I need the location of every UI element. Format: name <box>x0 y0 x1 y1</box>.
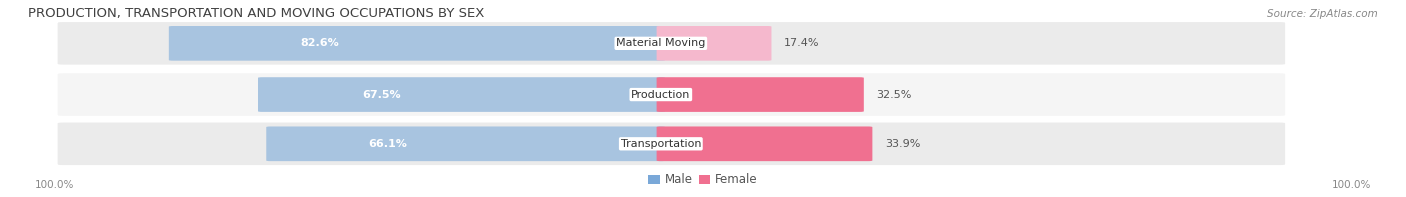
Text: Production: Production <box>631 90 690 99</box>
Text: PRODUCTION, TRANSPORTATION AND MOVING OCCUPATIONS BY SEX: PRODUCTION, TRANSPORTATION AND MOVING OC… <box>28 7 485 20</box>
Text: 100.0%: 100.0% <box>35 180 75 190</box>
Text: Material Moving: Material Moving <box>616 38 706 48</box>
FancyBboxPatch shape <box>169 26 665 61</box>
FancyBboxPatch shape <box>266 126 665 161</box>
Legend: Male, Female: Male, Female <box>644 169 762 191</box>
FancyBboxPatch shape <box>657 126 872 161</box>
Text: 66.1%: 66.1% <box>368 139 406 149</box>
Text: 32.5%: 32.5% <box>876 90 912 99</box>
Text: 33.9%: 33.9% <box>884 139 921 149</box>
Text: 100.0%: 100.0% <box>1331 180 1371 190</box>
FancyBboxPatch shape <box>657 77 863 112</box>
Text: Source: ZipAtlas.com: Source: ZipAtlas.com <box>1267 9 1378 19</box>
FancyBboxPatch shape <box>657 26 772 61</box>
Text: 82.6%: 82.6% <box>299 38 339 48</box>
Text: 17.4%: 17.4% <box>785 38 820 48</box>
FancyBboxPatch shape <box>56 72 1286 117</box>
FancyBboxPatch shape <box>257 77 665 112</box>
FancyBboxPatch shape <box>56 21 1286 66</box>
Text: Transportation: Transportation <box>620 139 702 149</box>
Text: 67.5%: 67.5% <box>363 90 401 99</box>
FancyBboxPatch shape <box>56 121 1286 166</box>
